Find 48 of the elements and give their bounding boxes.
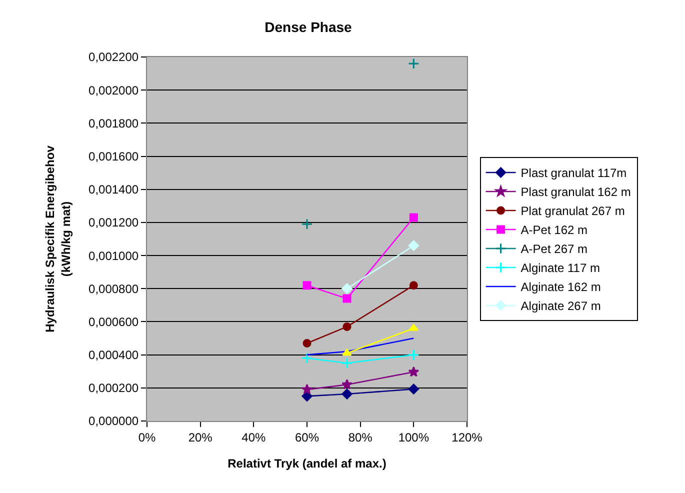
y-tick-label: 0,000400: [88, 348, 139, 362]
point: [302, 281, 312, 290]
point: [408, 366, 420, 377]
legend-label: Alginate 267 m: [520, 299, 601, 314]
legend-label: Plat granulat 267 m: [520, 204, 625, 218]
point: [302, 338, 312, 348]
legend-label: Plast granulat 117m: [520, 166, 627, 180]
y-tick-label: 0,002000: [88, 83, 139, 98]
point: [301, 218, 313, 230]
legend-label: A-Pet 162 m: [520, 223, 588, 238]
y-tick-label: 0,000200: [88, 381, 139, 396]
y-tick-label: 0,001400: [88, 182, 139, 197]
y-tick-label: 0,001000: [88, 248, 139, 263]
point: [301, 352, 313, 364]
point: [409, 213, 418, 222]
point: [341, 357, 353, 369]
point: [408, 384, 419, 394]
legend-label: A-Pet 267 m: [520, 242, 588, 256]
chart-title: Dense Phase: [264, 18, 352, 35]
x-tick-label: 100%: [398, 430, 430, 444]
legend-label: Plast granulat 162 m: [520, 185, 631, 200]
point: [342, 378, 352, 390]
legend-label: Alginate 162 m: [520, 280, 601, 294]
y-axis-title: Hydraulisk Specifik Energibehov (kWh/kg mat): [43, 145, 73, 332]
point: [342, 283, 352, 294]
legend-label: Alginate 117 m: [520, 261, 600, 276]
y-tick-label: 0,000600: [88, 314, 139, 329]
y-tick-label: 0,002200: [88, 50, 139, 64]
y-tick-label: 0,000000: [88, 414, 139, 428]
y-tick-label: 0,001600: [88, 149, 139, 164]
x-tick-label: 40%: [242, 430, 266, 444]
point: [408, 58, 420, 70]
x-tick-label: 20%: [188, 430, 213, 444]
x-tick-label: 120%: [452, 430, 483, 444]
y-tick-label: 0,001200: [88, 216, 139, 230]
x-tick-label: 80%: [348, 430, 373, 444]
x-tick-label: 0%: [138, 430, 156, 444]
point: [342, 388, 352, 400]
y-tick-label: 0,000800: [88, 282, 139, 296]
x-axis-title: Relativt Tryk (andel af max.): [228, 456, 386, 470]
point: [342, 322, 352, 331]
point: [302, 384, 312, 394]
point: [409, 281, 418, 290]
x-tick-label: 60%: [294, 430, 320, 444]
point: [408, 349, 420, 360]
point: [342, 294, 352, 303]
point: [408, 240, 419, 251]
y-tick-label: 0,001800: [88, 116, 139, 130]
